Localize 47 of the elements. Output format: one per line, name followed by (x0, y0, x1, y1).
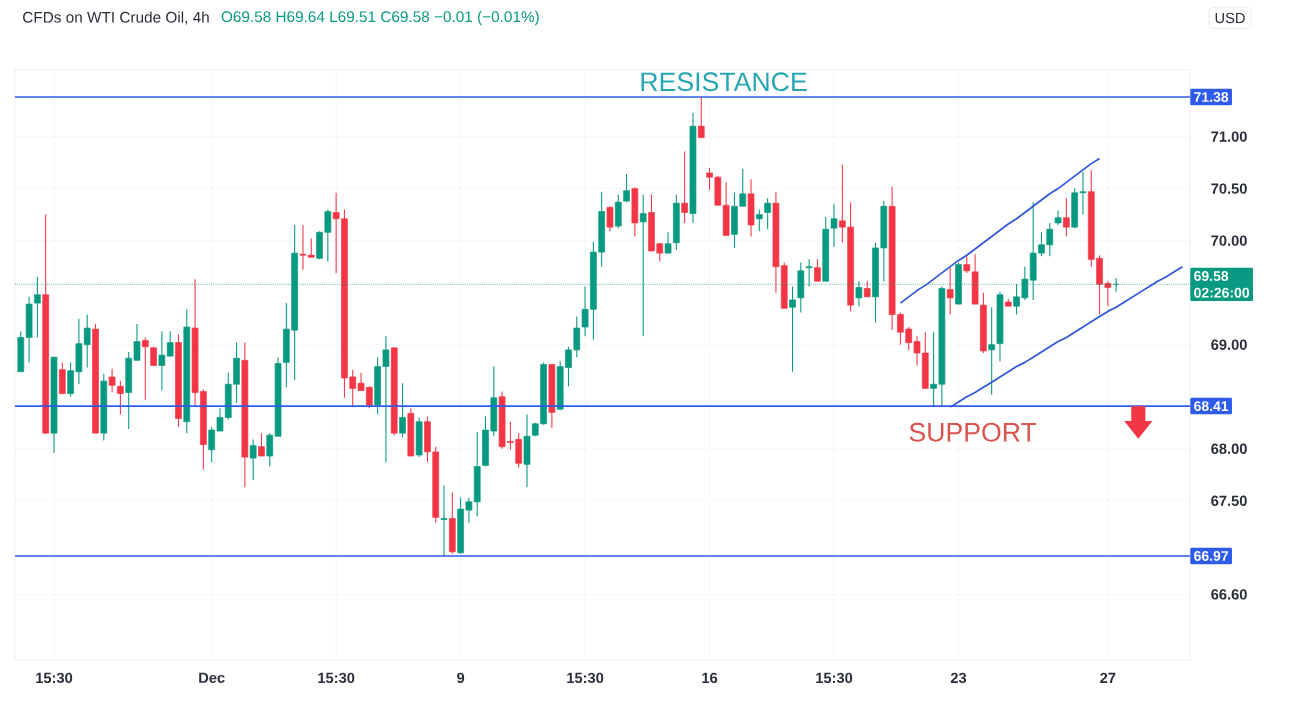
candlestick (258, 432, 265, 457)
x-tick-label: 27 (1100, 672, 1116, 683)
x-tick-label: 9 (457, 672, 465, 684)
y-tick-label: 66.60 (1211, 589, 1247, 600)
x-tick-label: Dec (199, 672, 225, 683)
candlestick (988, 306, 996, 396)
candlestick (789, 285, 796, 373)
y-tick-label: 68.00 (1211, 443, 1247, 454)
text: 02:26:00 (1194, 287, 1250, 298)
x-tick-label: 15:30 (567, 672, 604, 684)
x-tick-label: 15:30 (36, 672, 73, 684)
candlestick (117, 380, 124, 415)
chart-subtitle: O69.58 H69.64 L69.51 C69.58 −0.01 (−0.01%) (221, 10, 539, 26)
candlestick (440, 484, 448, 557)
candlestick (830, 203, 838, 248)
annotation: RESISTANCE (641, 72, 807, 92)
candlestick (399, 382, 406, 438)
candlestick (814, 258, 821, 282)
candlestick (141, 336, 149, 401)
x-tick-label: 15:30 (318, 672, 355, 684)
candlestick (108, 368, 116, 394)
candlestick (664, 231, 672, 254)
candlestick (58, 361, 66, 395)
candlestick (756, 208, 763, 232)
ref-line-label: 71.38 (1194, 92, 1229, 103)
annotation: SUPPORT (909, 422, 1037, 442)
y-tick-label: 69.00 (1211, 339, 1247, 350)
y-tick-label: 70.50 (1211, 183, 1247, 194)
candlestick (1054, 209, 1062, 226)
candlestick (249, 438, 257, 481)
candlestick (946, 267, 954, 316)
x-tick-label: 16 (702, 672, 718, 684)
candlestick (764, 197, 771, 230)
y-axis-title: USD (1215, 12, 1245, 24)
ref-line-label: 69.58 (1194, 271, 1229, 281)
y-tick-label: 71.00 (1211, 131, 1247, 142)
x-tick-label: 23 (950, 672, 967, 684)
chart-title: CFDs on WTI Crude Oil, 4h (23, 11, 209, 25)
y-tick-label: 70.00 (1211, 235, 1247, 246)
candlestick (1063, 197, 1070, 238)
candlestick (606, 205, 614, 232)
y-tick-label: 67.50 (1211, 495, 1247, 506)
ref-line-label: 66.97 (1194, 550, 1229, 561)
ref-line-label: 68.41 (1194, 401, 1229, 412)
x-tick-label: 15:30 (816, 672, 853, 684)
candlestick (681, 150, 688, 224)
candlestick (697, 96, 705, 139)
